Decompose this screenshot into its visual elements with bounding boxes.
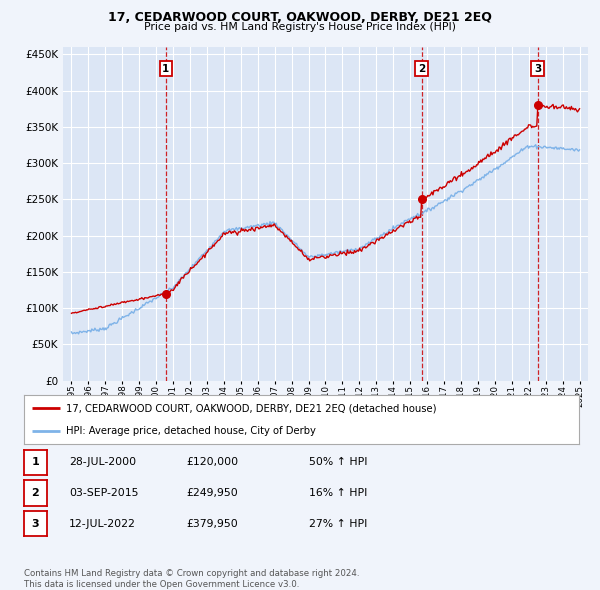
Text: 2: 2: [418, 64, 425, 74]
Text: 03-SEP-2015: 03-SEP-2015: [69, 488, 139, 498]
Text: HPI: Average price, detached house, City of Derby: HPI: Average price, detached house, City…: [65, 425, 316, 435]
Text: £120,000: £120,000: [186, 457, 238, 467]
Text: Contains HM Land Registry data © Crown copyright and database right 2024.
This d: Contains HM Land Registry data © Crown c…: [24, 569, 359, 589]
Text: 17, CEDARWOOD COURT, OAKWOOD, DERBY, DE21 2EQ: 17, CEDARWOOD COURT, OAKWOOD, DERBY, DE2…: [108, 11, 492, 24]
Text: 1: 1: [32, 457, 39, 467]
Text: 28-JUL-2000: 28-JUL-2000: [69, 457, 136, 467]
Text: £379,950: £379,950: [186, 519, 238, 529]
Text: 16% ↑ HPI: 16% ↑ HPI: [309, 488, 367, 498]
Text: 2: 2: [32, 488, 39, 498]
Text: 17, CEDARWOOD COURT, OAKWOOD, DERBY, DE21 2EQ (detached house): 17, CEDARWOOD COURT, OAKWOOD, DERBY, DE2…: [65, 404, 436, 414]
Text: 12-JUL-2022: 12-JUL-2022: [69, 519, 136, 529]
Text: 50% ↑ HPI: 50% ↑ HPI: [309, 457, 367, 467]
Text: 1: 1: [162, 64, 169, 74]
Text: 3: 3: [32, 519, 39, 529]
Text: 27% ↑ HPI: 27% ↑ HPI: [309, 519, 367, 529]
Text: £249,950: £249,950: [186, 488, 238, 498]
Text: 3: 3: [534, 64, 541, 74]
Text: Price paid vs. HM Land Registry's House Price Index (HPI): Price paid vs. HM Land Registry's House …: [144, 22, 456, 32]
